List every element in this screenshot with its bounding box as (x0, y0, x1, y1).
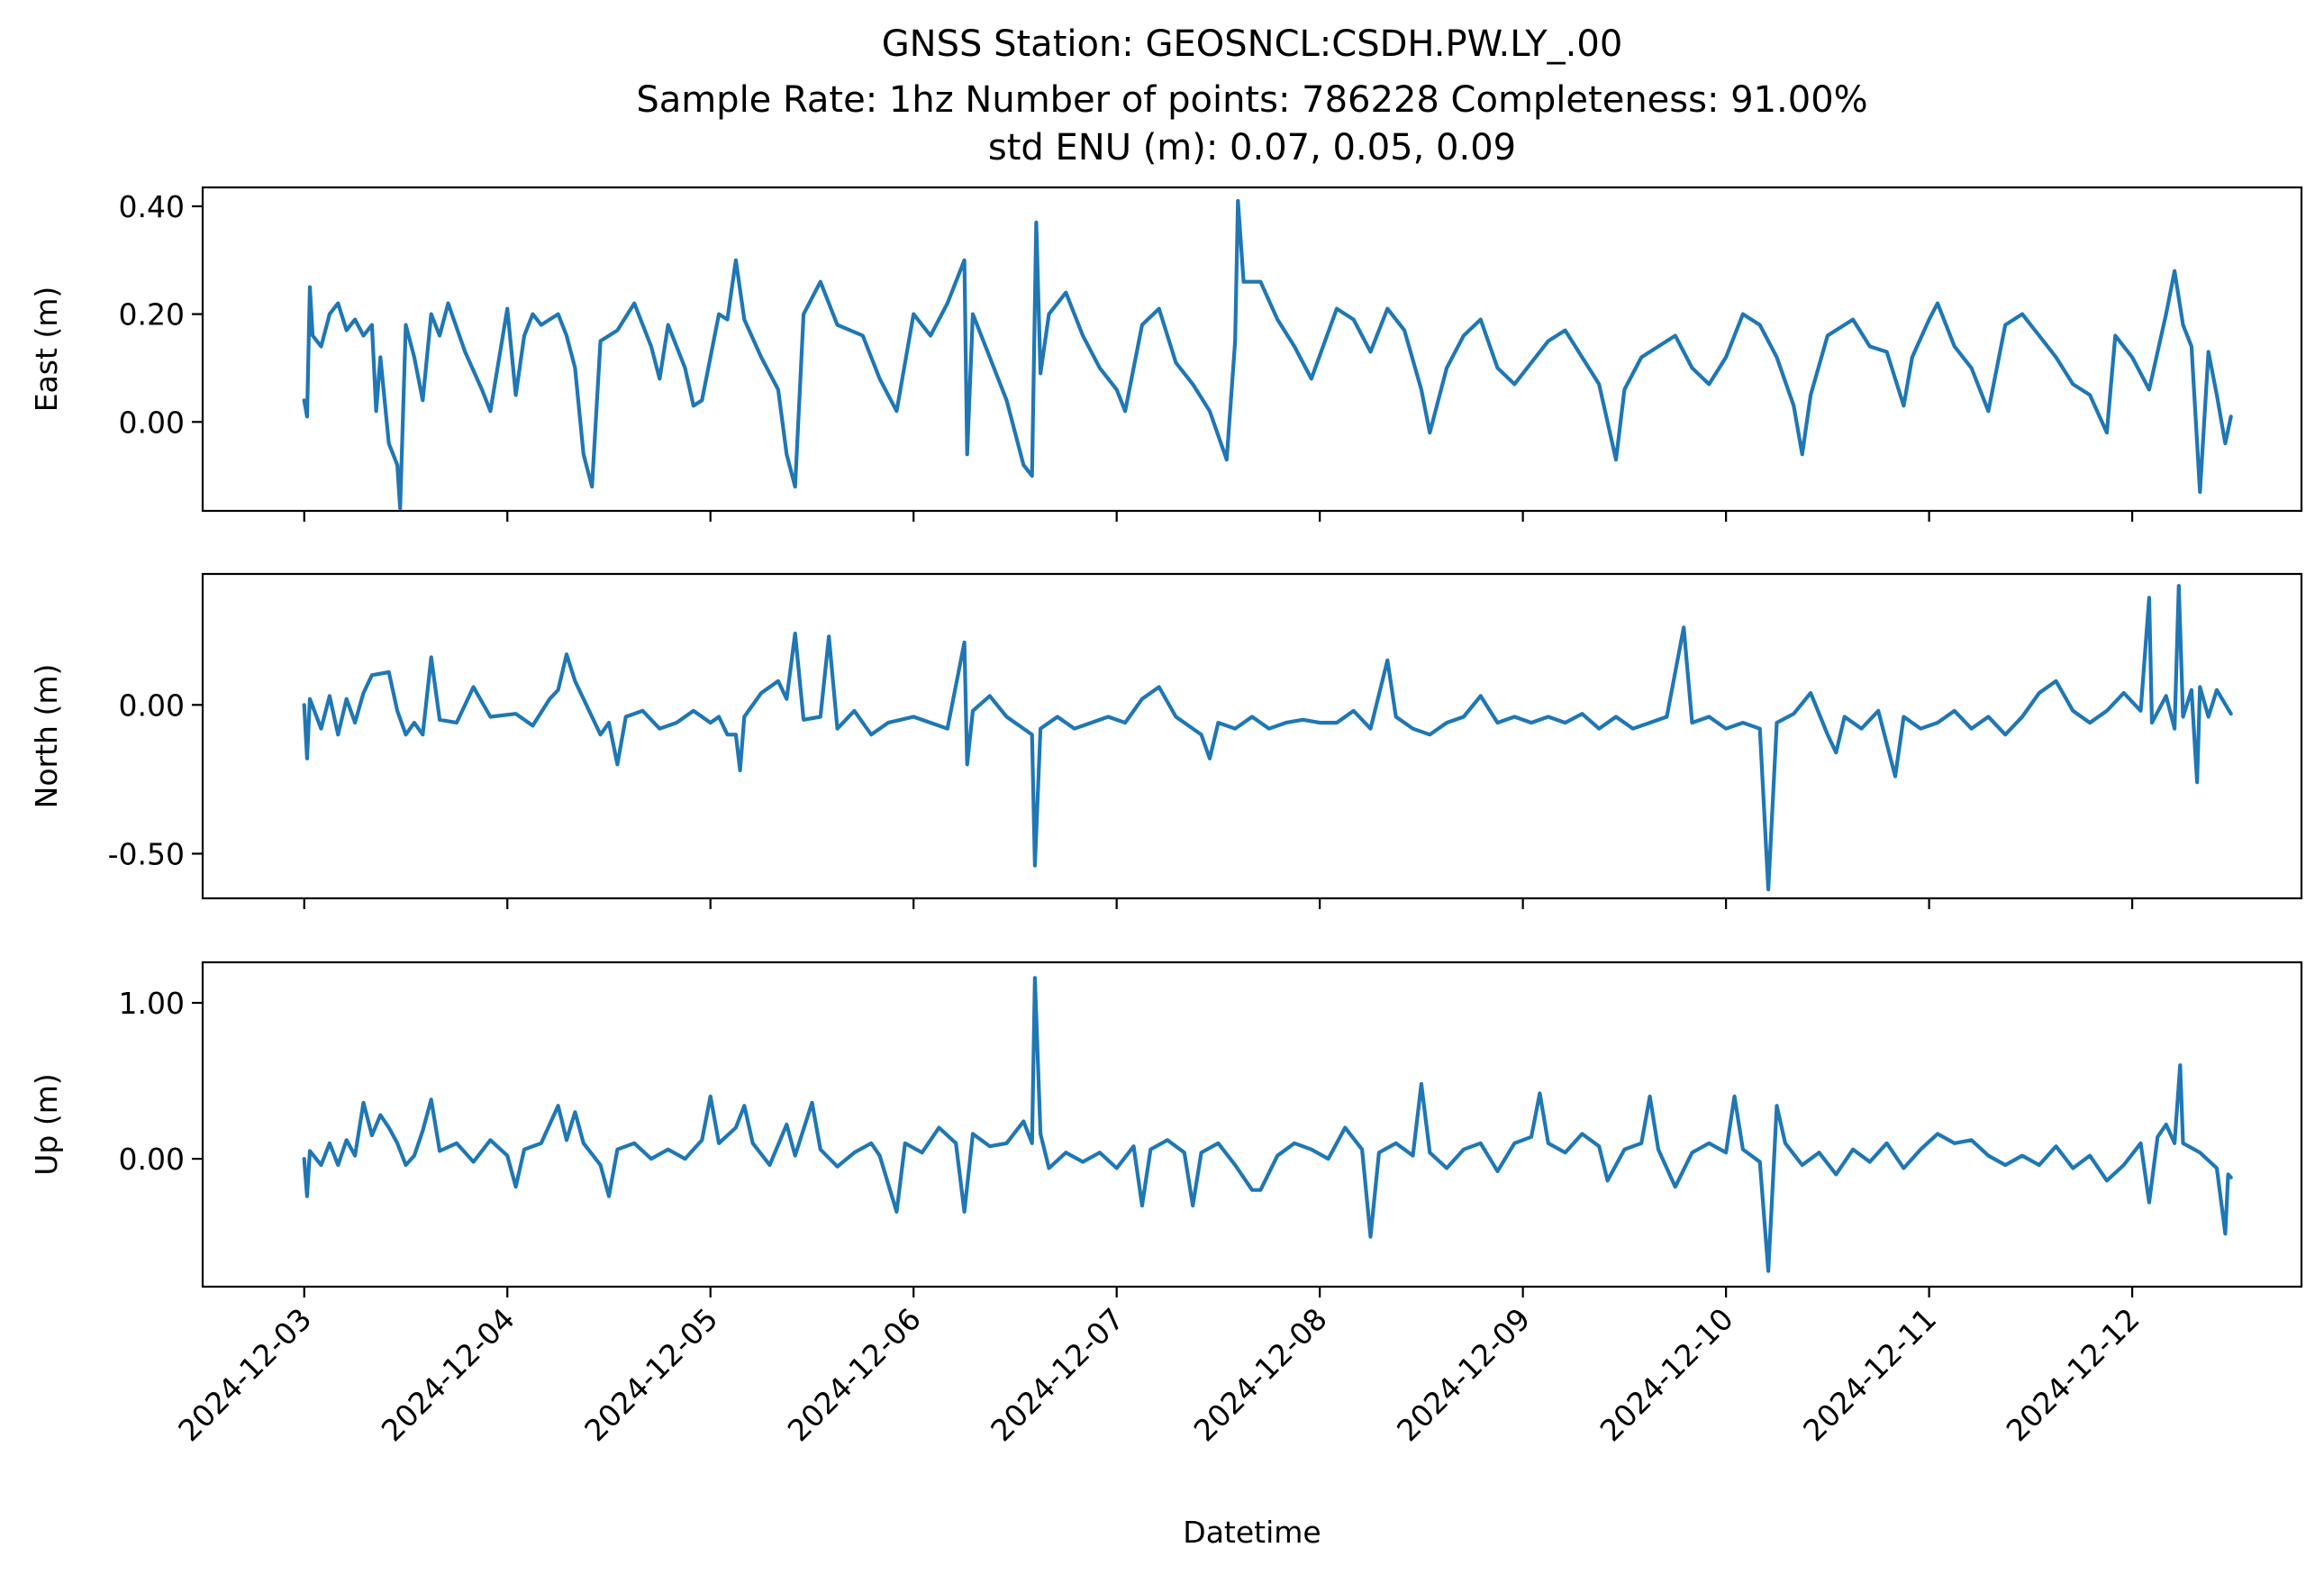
y-axis-label-2: North (m) (29, 664, 64, 809)
y-tick-label-3-2: 0.00 (119, 1142, 185, 1177)
plot-frame-1 (201, 186, 2303, 513)
series-line-3 (302, 976, 2233, 1273)
plot-frame-2 (201, 572, 2303, 900)
y-tick-label-2-1: 0.00 (119, 687, 185, 723)
y-tick-label-2-2: -0.50 (108, 836, 185, 871)
chart-title: GNSS Station: GEOSNCL:CSDH.PW.LY_.00 (882, 23, 1623, 65)
y-tick-label-1-2: 0.20 (119, 297, 185, 332)
subplot-1: 0.00 0.20 0.40 East (m) (29, 186, 2303, 522)
plot-frame-3 (201, 960, 2303, 1288)
series-line-2 (302, 584, 2233, 892)
chart-subtitle-line-2: std ENU (m): 0.07, 0.05, 0.09 (988, 127, 1516, 168)
y-axis-label-3: Up (m) (29, 1073, 64, 1176)
subplot-3: 1.00 0.00 Up (m) (29, 960, 2303, 1297)
subplot-2: 0.00 -0.50 North (m) (29, 572, 2303, 909)
chart-subtitle-line-1: Sample Rate: 1hz Number of points: 78622… (636, 79, 1867, 121)
series-line-1 (302, 198, 2233, 511)
y-axis-label-1: East (m) (29, 287, 64, 413)
x-axis-label: Datetime (1183, 1515, 1321, 1550)
y-tick-label-3-1: 1.00 (119, 986, 185, 1021)
y-tick-label-1-1: 0.00 (119, 405, 185, 440)
y-tick-label-1-3: 0.40 (119, 189, 185, 224)
